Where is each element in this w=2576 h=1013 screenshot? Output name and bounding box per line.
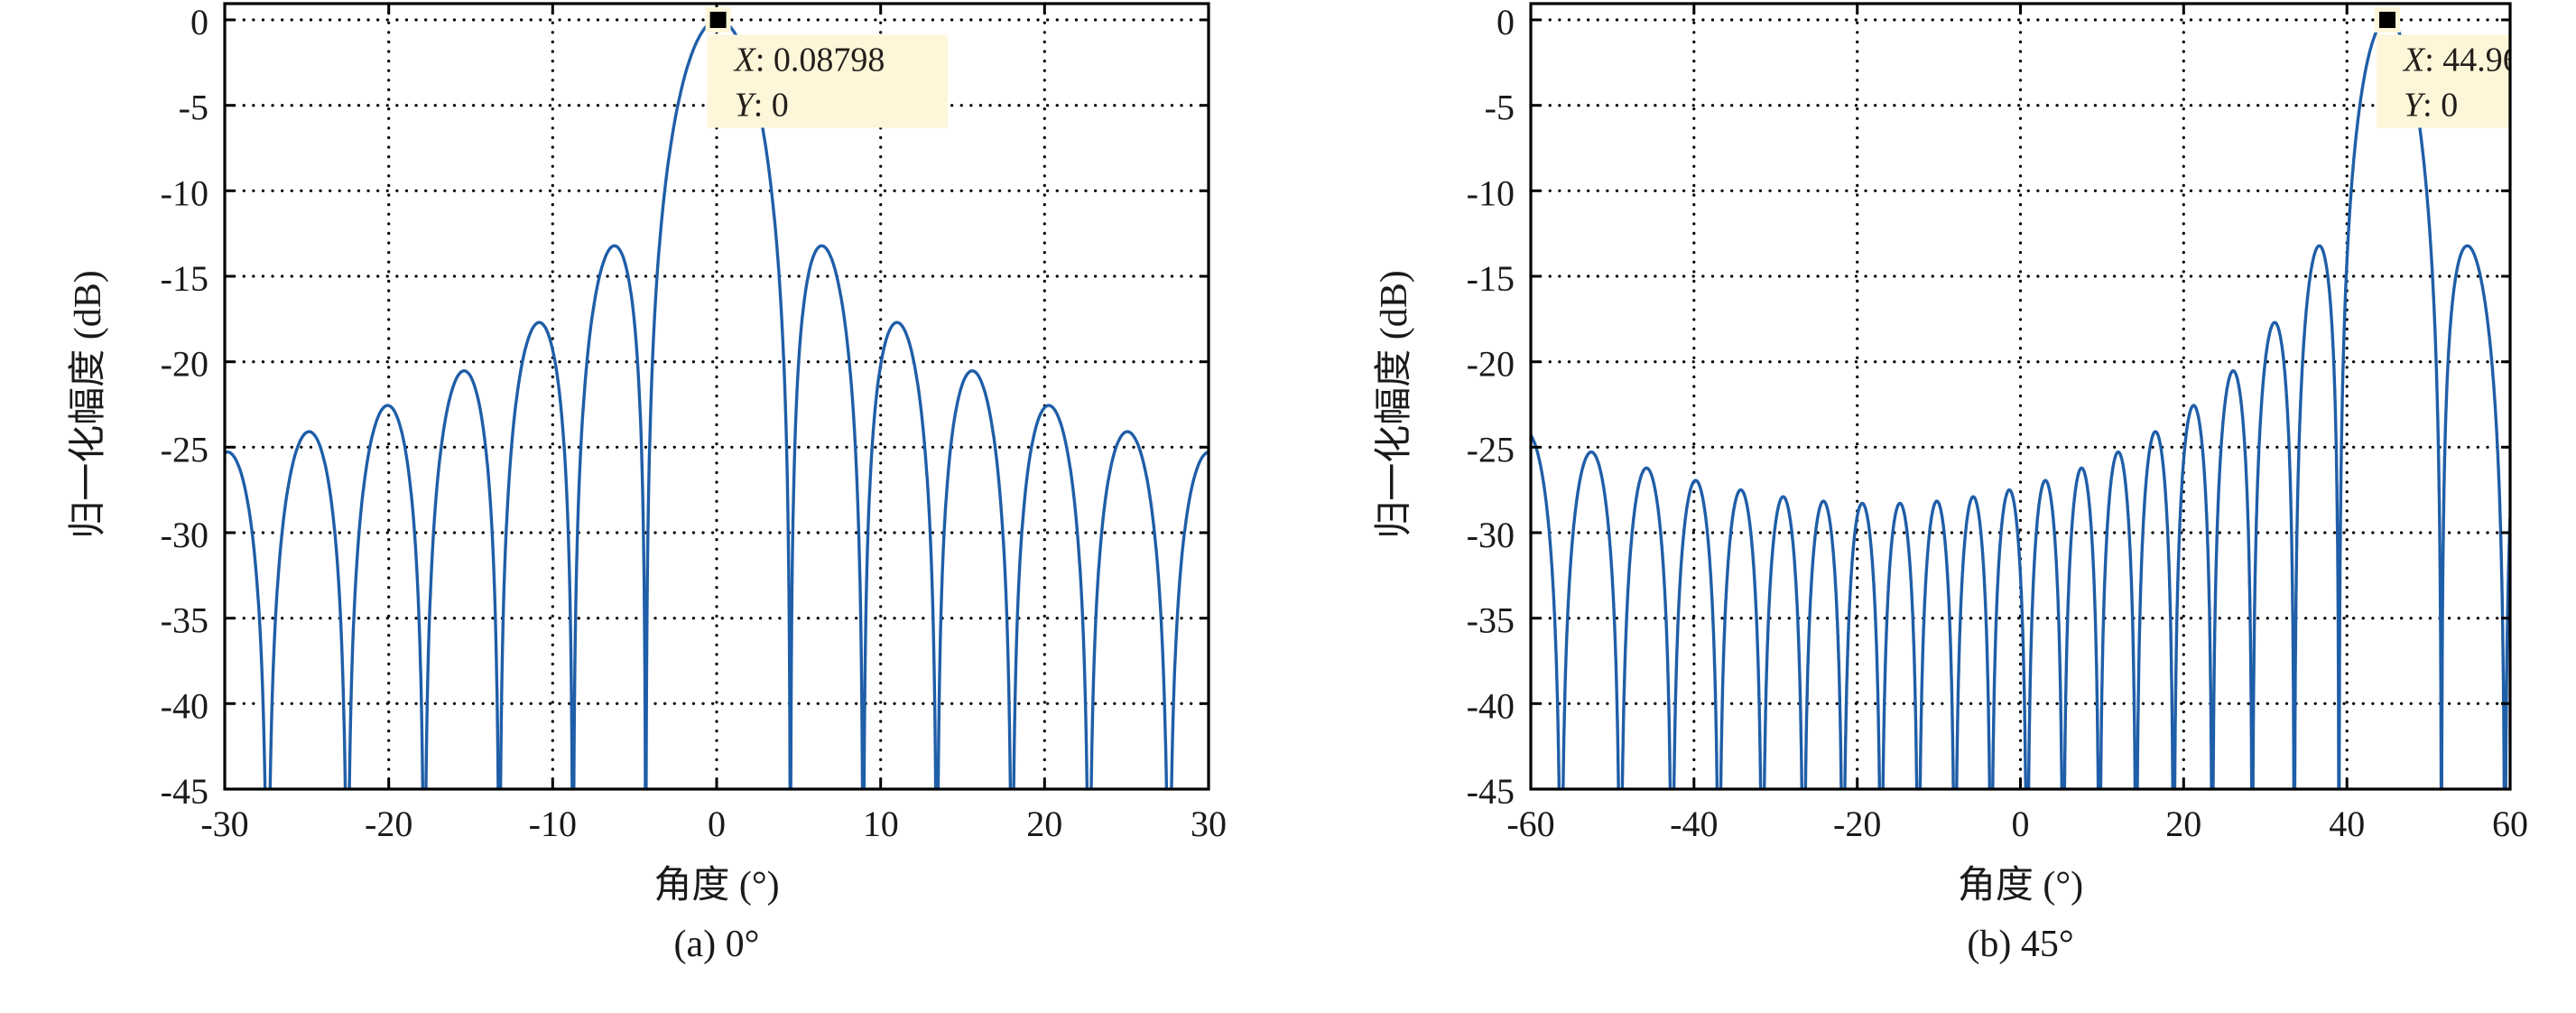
svg-text:20: 20 [1026, 804, 1062, 844]
svg-text:-10: -10 [161, 172, 208, 213]
svg-text:0: 0 [190, 2, 208, 42]
svg-text:-25: -25 [161, 429, 208, 469]
svg-text:20: 20 [2165, 804, 2201, 844]
svg-text:-35: -35 [1467, 600, 1515, 641]
svg-text:归一化幅度 (dB): 归一化幅度 (dB) [68, 270, 109, 539]
svg-text:角度 (°): 角度 (°) [1958, 865, 2083, 906]
svg-text:10: 10 [863, 804, 899, 844]
svg-text:Y: 0: Y: 0 [735, 87, 789, 125]
svg-text:-10: -10 [529, 804, 577, 844]
svg-text:0: 0 [1496, 2, 1515, 42]
svg-text:X: 0.08798: X: 0.08798 [733, 42, 885, 79]
svg-text:(b) 45°: (b) 45° [1967, 924, 2073, 965]
svg-text:40: 40 [2329, 804, 2365, 844]
svg-text:(a) 0°: (a) 0° [674, 924, 760, 965]
svg-text:-5: -5 [179, 88, 208, 128]
svg-text:60: 60 [2492, 804, 2528, 844]
svg-text:-20: -20 [161, 344, 208, 385]
svg-text:-15: -15 [1467, 258, 1515, 299]
svg-text:-60: -60 [1506, 804, 1554, 844]
svg-text:X: 44.96: X: 44.96 [2402, 42, 2520, 79]
svg-text:-40: -40 [1670, 804, 1718, 844]
svg-text:-10: -10 [1467, 172, 1515, 213]
svg-text:-20: -20 [1833, 804, 1881, 844]
svg-text:角度 (°): 角度 (°) [653, 865, 779, 906]
svg-text:-20: -20 [365, 804, 412, 844]
svg-text:-5: -5 [1485, 88, 1515, 128]
svg-text:-30: -30 [200, 804, 248, 844]
svg-text:-30: -30 [161, 515, 208, 555]
svg-text:归一化幅度 (dB): 归一化幅度 (dB) [1374, 270, 1415, 539]
svg-text:-30: -30 [1467, 515, 1515, 555]
svg-text:0: 0 [708, 804, 726, 844]
svg-text:0: 0 [2012, 804, 2030, 844]
svg-text:-35: -35 [161, 600, 208, 641]
svg-text:30: 30 [1191, 804, 1227, 844]
svg-text:-40: -40 [1467, 685, 1515, 726]
svg-text:-25: -25 [1467, 429, 1515, 469]
svg-text:-20: -20 [1467, 344, 1515, 385]
svg-text:-15: -15 [161, 258, 208, 299]
svg-text:-40: -40 [161, 685, 208, 726]
svg-text:Y: 0: Y: 0 [2404, 87, 2458, 125]
